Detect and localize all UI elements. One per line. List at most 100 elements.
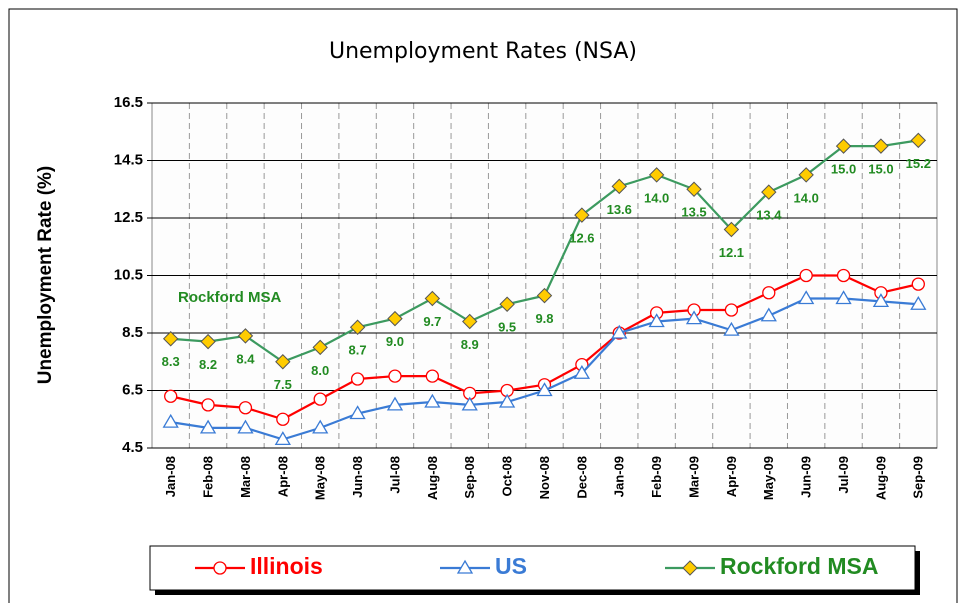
x-tick-label: Apr-08 [275,456,290,497]
marker [910,295,927,310]
marker [237,328,254,344]
marker [723,321,740,336]
x-tick-label: Mar-09 [686,456,701,498]
marker [462,313,478,330]
x-tick-label: Jan-09 [612,456,627,497]
data-label: 13.4 [756,208,782,223]
y-tick-label: 10.5 [114,266,143,283]
legend-label: Rockford MSA [720,553,878,579]
x-tick-label: Jul-08 [387,456,402,494]
legend-label: US [495,553,527,579]
marker [275,354,291,370]
marker [648,167,665,183]
data-label: 12.1 [719,245,744,260]
marker [388,369,402,383]
marker [499,296,515,312]
data-label: 13.5 [681,205,706,220]
data-label: 15.0 [868,162,893,177]
marker [762,286,776,300]
data-label: 14.0 [644,190,669,205]
marker [686,181,702,197]
marker [723,221,740,238]
marker [350,372,365,386]
x-tick-label: Jun-09 [799,456,814,498]
data-label: 14.0 [794,190,819,205]
marker [872,293,890,308]
data-label: 13.6 [607,202,632,217]
data-label: 7.5 [274,377,292,392]
marker [799,268,813,283]
marker [536,287,553,304]
marker [312,419,329,434]
marker [164,389,178,403]
marker [387,310,403,327]
marker [424,393,441,408]
data-label: 9.8 [535,311,553,326]
marker [162,331,179,347]
marker [237,419,254,434]
marker [424,290,441,307]
data-label: 12.6 [569,231,594,246]
marker [760,307,777,322]
x-tick-label: Feb-08 [201,456,216,498]
annotation: Rockford MSA [178,289,282,306]
marker [835,290,852,305]
marker [276,412,290,426]
marker [682,560,698,576]
data-label: 8.7 [349,343,367,358]
marker [456,559,474,574]
marker [873,138,889,154]
marker [313,392,327,406]
marker [648,313,665,328]
marker [425,369,440,383]
marker [685,310,703,325]
x-tick-label: Oct-08 [500,456,515,496]
marker [911,277,925,291]
marker [199,419,217,434]
marker [836,268,851,283]
marker [910,132,927,149]
y-tick-label: 12.5 [114,209,143,226]
data-label: 8.4 [236,351,255,366]
marker [201,398,215,412]
data-label: 8.0 [311,363,329,378]
data-label: 8.3 [162,354,180,369]
marker [798,167,814,183]
data-label: 15.0 [831,162,856,177]
marker [611,324,628,339]
y-axis-label: Unemployment Rate (%) [35,166,56,385]
x-tick-label: Dec-08 [574,456,589,499]
data-label: 9.0 [386,334,404,349]
legend-label: Illinois [250,553,323,579]
marker [461,396,478,411]
marker [574,207,590,223]
marker [386,396,404,411]
x-tick-label: Jun-08 [350,456,365,498]
marker [200,333,216,350]
chart-title: Unemployment Rates (NSA) [329,39,637,64]
marker [349,319,366,335]
marker [536,382,553,397]
data-label: 8.9 [461,337,479,352]
x-tick-label: Sep-08 [462,456,477,499]
marker [761,184,777,200]
y-tick-label: 14.5 [114,151,143,168]
x-tick-label: Aug-09 [873,456,888,500]
marker [312,339,328,356]
marker [798,290,815,305]
x-tick-label: Jan-08 [163,456,178,497]
data-label: 8.2 [199,357,217,372]
x-tick-label: Feb-09 [649,456,664,498]
marker [573,364,591,379]
marker [724,303,739,317]
data-label: 9.5 [498,320,516,335]
x-tick-label: May-08 [313,456,328,500]
marker [835,138,852,154]
marker [238,401,253,415]
y-tick-label: 6.5 [122,381,143,398]
x-tick-label: Apr-09 [724,456,739,497]
x-tick-label: Nov-08 [537,456,552,499]
x-tick-label: Aug-08 [425,456,440,500]
marker [274,431,291,446]
